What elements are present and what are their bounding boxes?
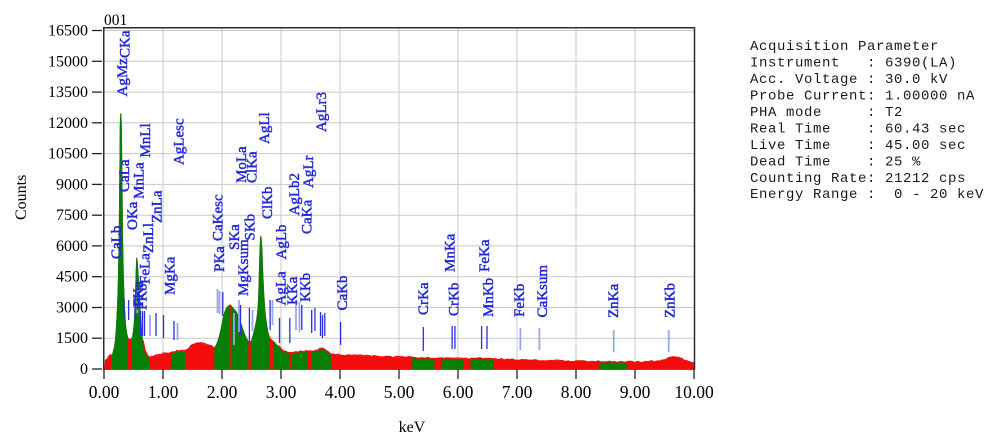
svg-text:Counting Rate: 21212 cps: Counting Rate: 21212 cps bbox=[750, 171, 966, 187]
svg-text:MgKsum: MgKsum bbox=[236, 239, 252, 296]
svg-text:CaKa: CaKa bbox=[300, 200, 316, 234]
svg-text:Probe Current: 1.00000 nA: Probe Current: 1.00000 nA bbox=[750, 89, 975, 105]
svg-text:ClKb: ClKb bbox=[260, 186, 276, 219]
svg-text:12000: 12000 bbox=[48, 115, 88, 132]
svg-text:MnLl: MnLl bbox=[138, 123, 154, 157]
svg-text:Acquisition Parameter: Acquisition Parameter bbox=[750, 39, 939, 55]
svg-text:Real Time : 60.43 sec: Real Time : 60.43 sec bbox=[750, 121, 966, 137]
svg-text:Energy Range : 0 - 20 keV: Energy Range : 0 - 20 keV bbox=[750, 187, 984, 203]
svg-text:3000: 3000 bbox=[56, 300, 88, 317]
svg-text:ZnLa: ZnLa bbox=[150, 190, 166, 223]
svg-text:2.00: 2.00 bbox=[207, 382, 238, 402]
svg-text:FKa: FKa bbox=[131, 281, 147, 307]
svg-text:PKb: PKb bbox=[135, 283, 151, 310]
svg-text:7500: 7500 bbox=[56, 207, 88, 224]
svg-text:AgLl: AgLl bbox=[257, 112, 273, 144]
svg-text:PKa: PKa bbox=[212, 246, 228, 272]
svg-text:ClKa: ClKa bbox=[245, 151, 261, 183]
svg-text:7.00: 7.00 bbox=[502, 382, 533, 402]
svg-text:CaLb: CaLb bbox=[109, 226, 125, 259]
svg-text:CaLa: CaLa bbox=[117, 159, 133, 192]
svg-text:AgLesc: AgLesc bbox=[172, 118, 188, 165]
svg-text:Dead Time : 25 %: Dead Time : 25 % bbox=[750, 154, 921, 170]
svg-text:OKa: OKa bbox=[125, 201, 141, 230]
svg-text:CaKsum: CaKsum bbox=[535, 265, 551, 318]
svg-text:4.00: 4.00 bbox=[325, 382, 356, 402]
svg-text:CrKa: CrKa bbox=[416, 282, 432, 315]
svg-text:Live Time : 45.00 sec: Live Time : 45.00 sec bbox=[750, 138, 966, 154]
svg-text:MgKa: MgKa bbox=[163, 256, 179, 295]
svg-text:KKa: KKa bbox=[285, 276, 301, 305]
svg-text:6000: 6000 bbox=[56, 238, 88, 255]
svg-text:CaKesc: CaKesc bbox=[211, 194, 227, 241]
svg-text:5.00: 5.00 bbox=[384, 382, 415, 402]
svg-text:FeLa: FeLa bbox=[138, 253, 154, 284]
svg-text:FeKb: FeKb bbox=[512, 284, 528, 317]
svg-text:PHA mode : T2: PHA mode : T2 bbox=[750, 105, 903, 121]
svg-text:MnKb: MnKb bbox=[481, 278, 497, 317]
svg-text:AgMz: AgMz bbox=[115, 58, 131, 97]
svg-text:0.00: 0.00 bbox=[89, 382, 120, 402]
svg-text:CaKb: CaKb bbox=[335, 276, 351, 311]
svg-text:Acc. Voltage : 30.0 kV: Acc. Voltage : 30.0 kV bbox=[750, 72, 948, 88]
svg-text:ZnKb: ZnKb bbox=[663, 283, 679, 318]
svg-text:AgLr: AgLr bbox=[301, 156, 317, 189]
svg-text:6.00: 6.00 bbox=[443, 382, 474, 402]
svg-text:SKa: SKa bbox=[227, 224, 243, 250]
svg-text:8.00: 8.00 bbox=[561, 382, 592, 402]
svg-text:1500: 1500 bbox=[56, 330, 88, 347]
svg-text:1.00: 1.00 bbox=[148, 382, 179, 402]
svg-text:Counts: Counts bbox=[13, 175, 30, 220]
svg-text:SKb: SKb bbox=[243, 214, 259, 241]
svg-text:MoLa: MoLa bbox=[234, 146, 250, 183]
svg-text:9000: 9000 bbox=[56, 176, 88, 193]
svg-text:AgLb: AgLb bbox=[274, 225, 290, 260]
svg-text:15000: 15000 bbox=[48, 53, 88, 70]
svg-text:ZnKa: ZnKa bbox=[606, 284, 622, 318]
svg-text:3.00: 3.00 bbox=[266, 382, 297, 402]
svg-text:MnLa: MnLa bbox=[132, 162, 148, 199]
svg-text:AgLr3: AgLr3 bbox=[314, 92, 330, 132]
svg-text:CKa: CKa bbox=[118, 30, 134, 58]
svg-text:4500: 4500 bbox=[56, 269, 88, 286]
svg-text:001: 001 bbox=[104, 12, 127, 29]
svg-text:9.00: 9.00 bbox=[620, 382, 651, 402]
svg-text:CrKb: CrKb bbox=[447, 283, 463, 316]
svg-text:16500: 16500 bbox=[48, 23, 88, 40]
svg-text:AgLa: AgLa bbox=[274, 271, 290, 305]
svg-text:Instrument : 6390(LA): Instrument : 6390(LA) bbox=[750, 56, 957, 72]
svg-text:10500: 10500 bbox=[48, 146, 88, 163]
svg-text:13500: 13500 bbox=[48, 84, 88, 101]
svg-text:KKb: KKb bbox=[298, 273, 314, 302]
svg-text:keV: keV bbox=[399, 419, 426, 436]
svg-text:ZnLl: ZnLl bbox=[141, 223, 157, 253]
svg-text:10.00: 10.00 bbox=[674, 382, 714, 402]
svg-text:MnKa: MnKa bbox=[443, 233, 459, 272]
svg-text:FeKa: FeKa bbox=[477, 239, 493, 272]
svg-text:0: 0 bbox=[80, 361, 88, 378]
svg-text:AgLb2: AgLb2 bbox=[287, 173, 303, 216]
